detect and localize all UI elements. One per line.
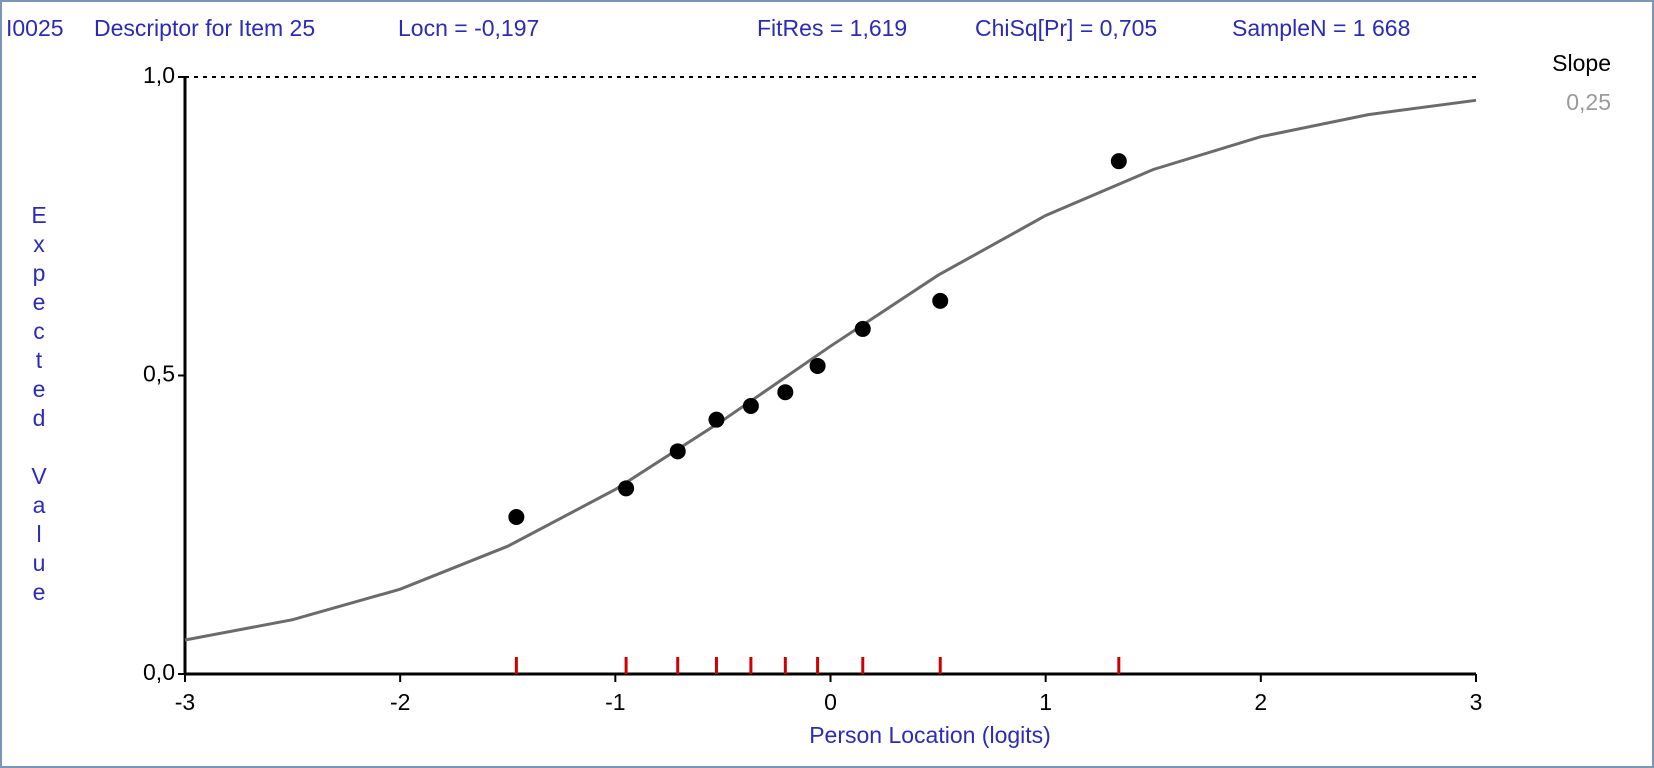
- observed-point: [618, 480, 635, 497]
- item-descriptor: Descriptor for Item 25: [94, 15, 315, 41]
- x-axis-label: Person Location (logits): [809, 722, 1051, 748]
- item-code: I0025: [6, 15, 64, 41]
- x-tick-label: -2: [390, 689, 410, 715]
- y-tick-label: 0,0: [143, 659, 175, 685]
- chi-square: ChiSq[Pr] = 0,705: [975, 15, 1157, 41]
- x-tick-label: -1: [605, 689, 625, 715]
- observed-point: [708, 411, 725, 428]
- y-axis-label: Expected Value: [26, 202, 52, 608]
- x-tick-label: 1: [1039, 689, 1052, 715]
- observed-point: [508, 508, 525, 525]
- y-tick-label: 0,5: [143, 361, 175, 387]
- x-tick-label: 3: [1470, 689, 1483, 715]
- expected-curve: [184, 98, 1477, 642]
- fit-residual: FitRes = 1,619: [757, 15, 907, 41]
- y-tick-label: 1,0: [143, 62, 175, 88]
- observed-point: [1110, 153, 1127, 170]
- x-tick-label: 2: [1254, 689, 1267, 715]
- item-location: Locn = -0,197: [398, 15, 539, 41]
- x-tick-label: 0: [824, 689, 837, 715]
- observed-point: [777, 384, 794, 401]
- observed-point: [669, 443, 686, 460]
- x-tick-label: -3: [175, 689, 195, 715]
- sample-size: SampleN = 1 668: [1232, 15, 1410, 41]
- observed-point: [742, 397, 759, 414]
- observed-point: [854, 320, 871, 337]
- observed-point: [932, 292, 949, 309]
- slope-label: Slope: [1552, 50, 1611, 76]
- slope-value: 0,25: [1566, 89, 1611, 115]
- observed-point: [809, 357, 826, 374]
